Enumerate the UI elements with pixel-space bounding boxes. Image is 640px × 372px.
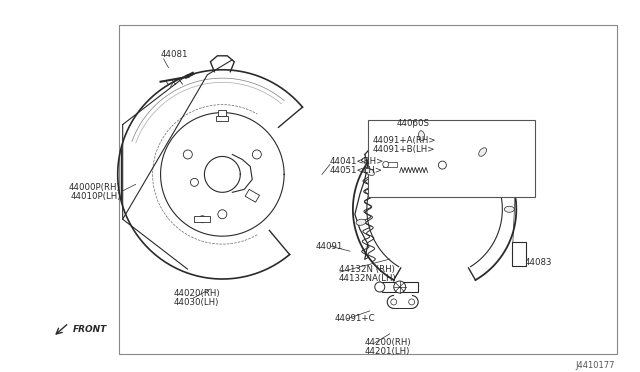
Text: 44132N (RH): 44132N (RH) — [339, 264, 395, 273]
Text: J4410177: J4410177 — [575, 361, 615, 370]
Circle shape — [409, 299, 415, 305]
Text: 44060S: 44060S — [396, 119, 429, 128]
Circle shape — [199, 216, 206, 223]
Text: FRONT: FRONT — [73, 326, 107, 334]
Text: 44091+C: 44091+C — [335, 314, 376, 323]
Text: 44010P(LH): 44010P(LH) — [70, 192, 121, 201]
Circle shape — [405, 295, 418, 308]
Text: 44132NA(LH): 44132NA(LH) — [339, 273, 397, 282]
Ellipse shape — [356, 219, 366, 225]
Circle shape — [383, 161, 388, 167]
Circle shape — [191, 179, 198, 186]
Text: 44000P(RH): 44000P(RH) — [69, 183, 121, 192]
Text: 44041<RH>: 44041<RH> — [330, 157, 384, 166]
Bar — [118, 25, 617, 354]
Circle shape — [252, 150, 261, 159]
Bar — [394, 295, 412, 308]
Text: 44201(LH): 44201(LH) — [365, 347, 410, 356]
Ellipse shape — [479, 148, 486, 156]
Circle shape — [387, 295, 400, 308]
Text: 44200(RH): 44200(RH) — [365, 338, 412, 347]
Bar — [513, 242, 526, 266]
Text: 44091+B(LH>: 44091+B(LH> — [373, 145, 435, 154]
Bar — [245, 189, 259, 202]
Bar — [216, 116, 228, 121]
Bar — [382, 282, 418, 292]
Circle shape — [375, 282, 385, 292]
Circle shape — [218, 210, 227, 219]
Circle shape — [183, 150, 192, 159]
Ellipse shape — [365, 168, 374, 176]
Ellipse shape — [419, 131, 425, 141]
Bar — [218, 110, 227, 116]
Bar — [368, 119, 535, 197]
Text: 44030(LH): 44030(LH) — [173, 298, 219, 307]
Circle shape — [394, 281, 406, 293]
Text: 44051<LH>: 44051<LH> — [330, 166, 383, 175]
Text: 44091+A(RH>: 44091+A(RH> — [373, 136, 436, 145]
Text: 44081: 44081 — [161, 50, 188, 59]
Text: 44091: 44091 — [316, 242, 344, 251]
Bar — [383, 163, 397, 167]
Circle shape — [391, 299, 397, 305]
Ellipse shape — [504, 206, 515, 212]
Text: 44020(RH): 44020(RH) — [173, 289, 220, 298]
Bar — [195, 216, 211, 222]
Text: 44083: 44083 — [524, 257, 552, 267]
Circle shape — [438, 161, 446, 169]
